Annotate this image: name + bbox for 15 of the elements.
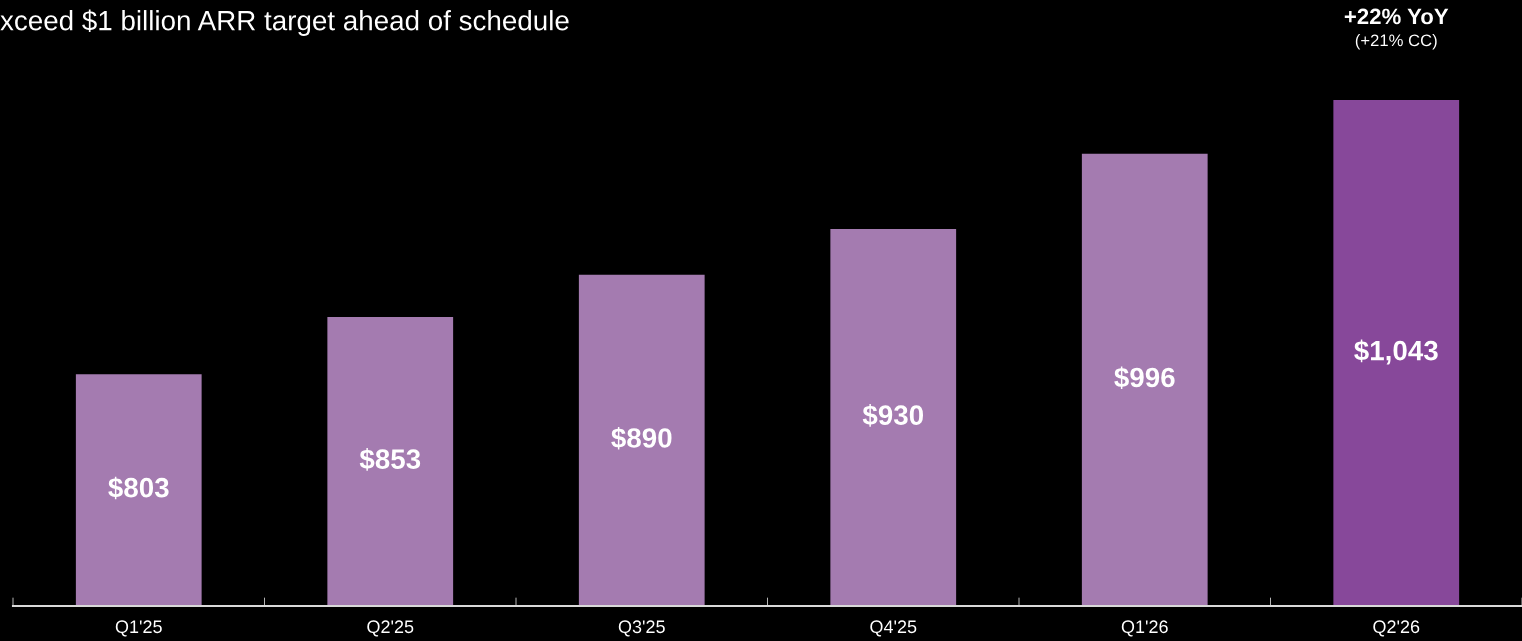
data-label: $803 xyxy=(108,476,169,500)
text: (+21% CC) xyxy=(1355,34,1437,50)
data-label: $853 xyxy=(359,448,421,471)
data-label: $890 xyxy=(611,426,672,450)
chart-title: xceed $1 billion ARR target ahead of schedule xyxy=(0,9,569,36)
x-tick-label: Q1'25 xyxy=(115,620,162,637)
x-tick-label: Q4'25 xyxy=(870,620,917,637)
data-label: $1,043 xyxy=(1354,339,1438,365)
x-tick-label: Q1'26 xyxy=(1121,620,1168,637)
data-label: $930 xyxy=(862,404,924,427)
data-label: $996 xyxy=(1114,366,1175,390)
x-tick-label: Q2'26 xyxy=(1373,620,1420,637)
text: +22% YoY xyxy=(1344,8,1449,25)
x-tick-label: Q3'25 xyxy=(618,620,665,637)
x-tick-label: Q2'25 xyxy=(367,620,414,637)
